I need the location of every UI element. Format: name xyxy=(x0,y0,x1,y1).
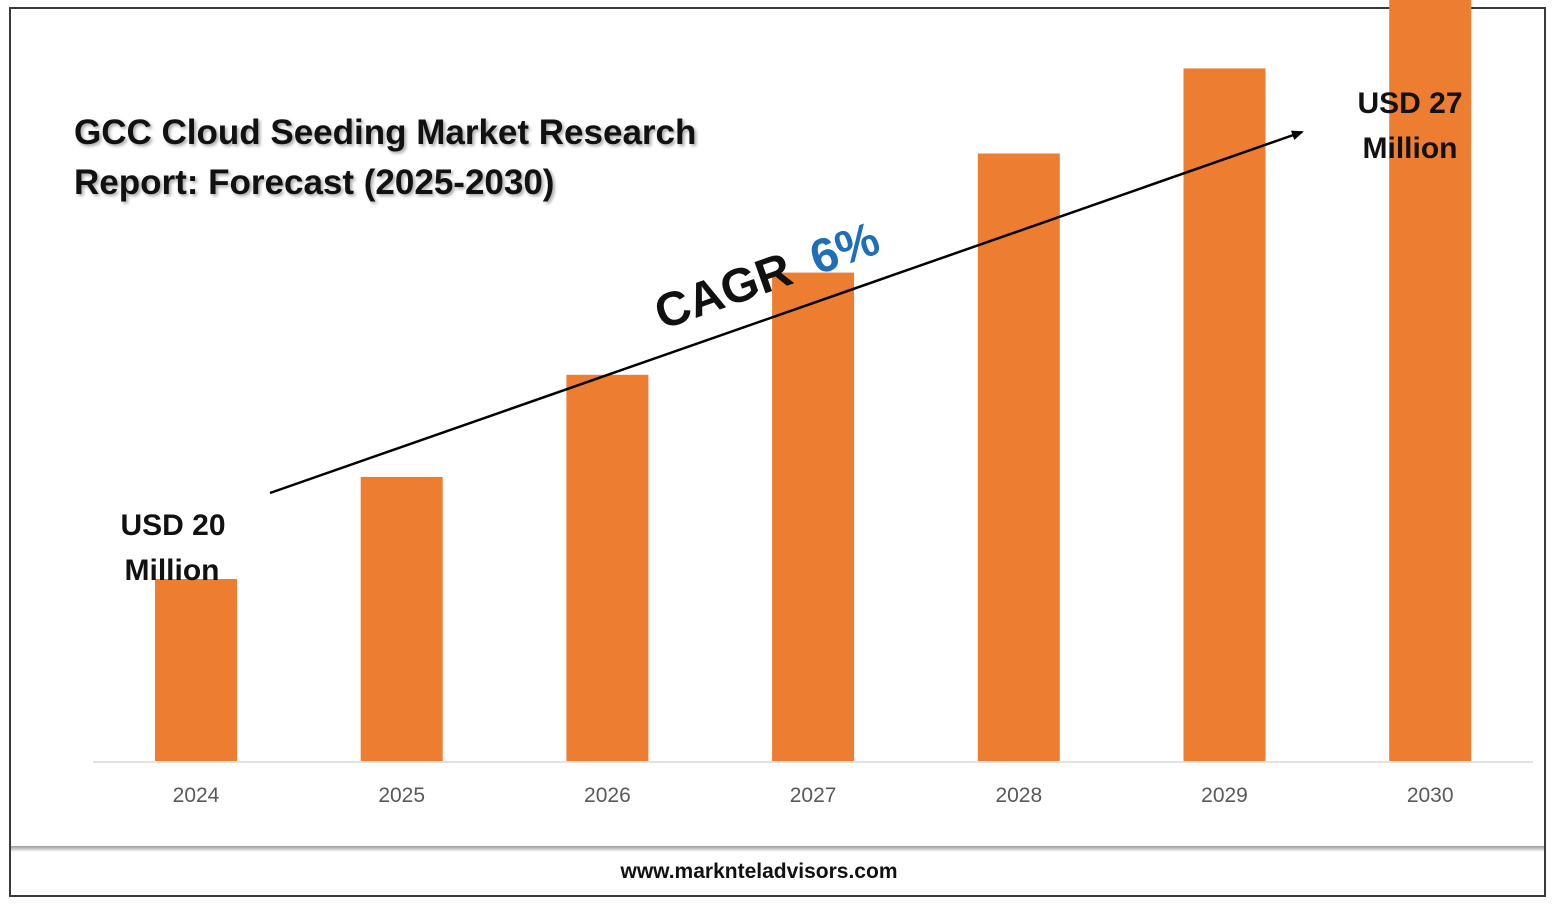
chart-frame xyxy=(9,7,1546,897)
end-value-label: USD 27 Million xyxy=(1357,87,1462,165)
start-value-label: USD 20 Million xyxy=(120,509,225,587)
footer-website: www.marknteladvisors.com xyxy=(620,860,898,883)
bar-2030 xyxy=(1389,0,1472,762)
start-value-line2: Million xyxy=(125,554,220,587)
bar-2029 xyxy=(1183,68,1266,761)
cagr-trend-arrow xyxy=(269,130,1304,495)
x-tick-label-2026: 2026 xyxy=(584,784,631,807)
x-tick-label-2024: 2024 xyxy=(173,784,220,807)
bar-2028 xyxy=(977,153,1060,761)
x-tick-label-2028: 2028 xyxy=(995,784,1042,807)
x-tick-label-2029: 2029 xyxy=(1201,784,1248,807)
x-tick-label-2030: 2030 xyxy=(1407,784,1454,807)
x-tick-labels: 2024 2025 2026 2027 2028 2029 2030 xyxy=(173,784,1454,807)
x-tick-label-2025: 2025 xyxy=(378,784,425,807)
bars-group xyxy=(155,0,1472,762)
end-value-line2: Million xyxy=(1363,132,1458,165)
chart-title: GCC Cloud Seeding Market Research Report… xyxy=(74,113,697,202)
start-value-line1: USD 20 xyxy=(120,509,225,542)
footer-divider xyxy=(11,846,1544,852)
bar-2027 xyxy=(772,272,855,761)
bar-2026 xyxy=(566,374,649,761)
x-tick-label-2027: 2027 xyxy=(790,784,837,807)
bar-2025 xyxy=(360,476,443,761)
end-value-line1: USD 27 xyxy=(1357,87,1462,120)
bar-2024 xyxy=(155,579,237,761)
